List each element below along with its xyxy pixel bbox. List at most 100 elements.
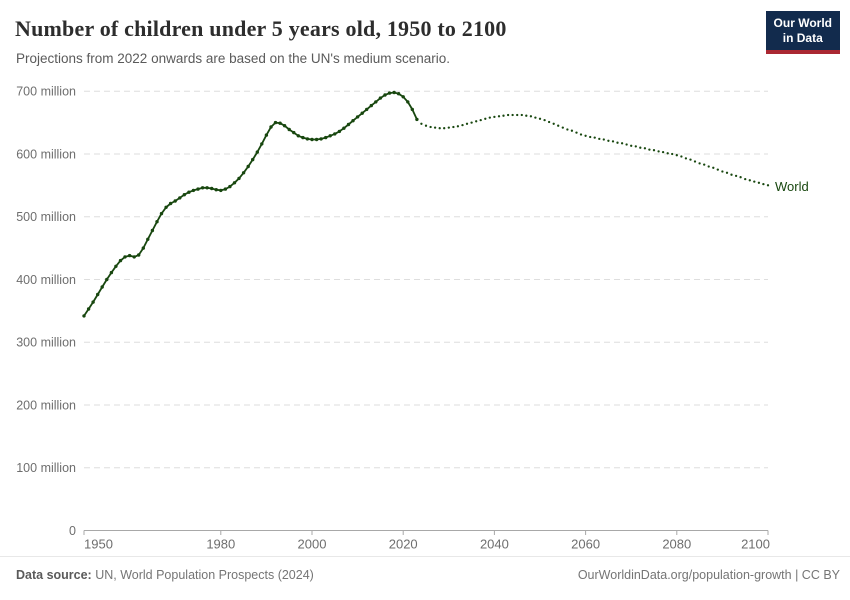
projection-dot [748,179,751,182]
data-point-marker [155,220,159,224]
projection-dot [506,113,510,117]
projection-dot [584,134,587,137]
data-point-marker [296,134,300,138]
data-point-marker [137,253,141,257]
projection-dot [643,147,647,150]
data-point-marker [196,187,200,191]
data-point-marker [360,111,364,115]
projection-dot [607,139,610,142]
projection-dot [648,148,651,151]
data-point-marker [210,186,214,191]
data-point-marker [269,125,273,129]
data-point-marker [159,211,164,216]
data-point-marker [205,186,209,190]
owid-logo[interactable]: Our World in Data [765,11,840,54]
projection-dot [438,127,441,130]
x-tick-label: 2040 [480,537,509,552]
data-point-marker [260,142,264,146]
data-point-marker [255,150,259,154]
data-point-marker [164,205,168,209]
data-point-marker [333,132,337,136]
projection-dot [543,118,546,122]
data-point-marker [214,188,218,192]
y-tick-label: 700 million [16,85,76,99]
projection-dot [465,122,469,125]
data-point-marker [346,122,351,127]
data-point-marker [178,196,182,200]
projection-dot [429,125,432,129]
data-point-marker [337,129,342,134]
projection-dot [757,181,761,184]
data-point-marker [173,199,177,203]
projection-dot [579,133,583,136]
projection-dot [547,120,551,124]
projection-dot [693,160,697,163]
projection-dot [639,146,642,149]
projection-dot [634,145,637,148]
data-point-marker [223,187,228,191]
projection-dot [616,141,619,144]
data-point-marker [237,176,241,181]
data-point-marker [100,285,104,289]
data-point-marker [241,171,246,175]
projection-dot [671,152,674,156]
data-point-marker [324,135,328,140]
projection-dot [652,149,656,152]
data-point-marker [132,255,136,259]
data-point-marker [246,164,250,169]
owid-url-link[interactable]: OurWorldinData.org/population-growth | C… [577,568,840,582]
data-point-marker [401,95,405,99]
projection-dot [666,152,669,155]
projection-dot [680,155,683,158]
data-point-marker [355,115,360,119]
owid-logo-line2: in Data [782,31,823,45]
data-source-text: UN, World Population Prospects (2024) [91,568,314,582]
projection-dot [575,131,578,134]
projection-dot [689,158,692,161]
data-point-marker [187,190,191,194]
data-point-marker [378,96,383,100]
data-point-marker [396,92,401,96]
projection-dot [730,173,733,176]
projection-dot [753,180,756,183]
x-tick-label: 2000 [298,537,327,552]
projection-dot [684,157,688,160]
y-tick-label: 400 million [16,273,76,287]
projection-dot [488,116,491,119]
projection-dot [570,129,574,132]
projection-dot [766,184,770,187]
projection-dot [589,135,592,139]
data-point-marker [123,255,127,259]
projection-dot [712,166,715,169]
data-point-marker [96,292,100,297]
projection-dot [420,122,423,125]
data-point-marker [369,103,373,108]
data-point-marker [82,314,86,318]
projection-dot [762,182,765,186]
data-point-marker [410,107,414,112]
data-point-marker [200,186,205,190]
data-point-marker [365,107,369,112]
data-point-marker [150,228,155,233]
data-point-marker [383,93,387,97]
data-point-marker [273,120,278,125]
projection-dot [493,115,496,119]
data-point-marker [310,137,314,142]
data-point-marker [392,90,396,95]
projection-dot [525,114,528,117]
data-source: Data source: UN, World Population Prospe… [16,568,314,600]
projection-dot [703,163,706,166]
projection-dot [630,144,633,147]
x-tick-label: 2020 [389,537,418,552]
y-tick-label: 600 million [16,147,76,161]
projection-dot [461,123,464,127]
projection-dot [484,117,487,120]
data-point-marker [141,246,145,250]
projection-dot [739,176,742,179]
data-point-marker [109,270,114,275]
data-point-marker [342,126,346,130]
projection-dot [447,126,450,129]
data-point-marker [301,135,305,140]
